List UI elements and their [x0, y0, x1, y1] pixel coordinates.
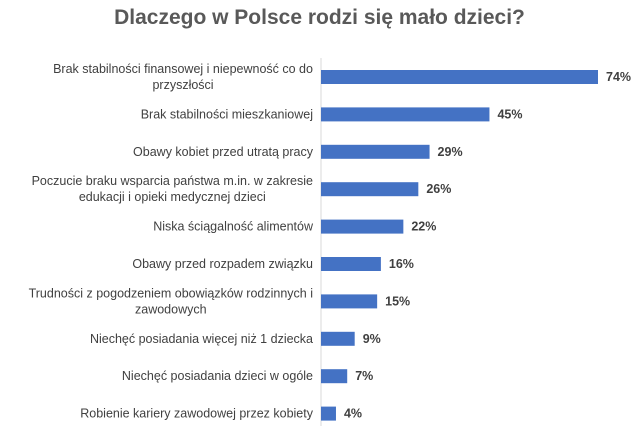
value-label-9: 4% [344, 407, 362, 421]
category-label-3-line-1: edukacji i opieki medycznej dzieci [79, 190, 266, 204]
value-label-8: 7% [355, 369, 373, 383]
category-label-9-line-0: Robienie kariery zawodowej przez kobiety [80, 407, 314, 421]
value-label-1: 45% [497, 107, 522, 121]
category-label-5: Obawy przed rozpadem związku [132, 257, 313, 271]
category-label-7: Niechęć posiadania więcej niż 1 dziecka [90, 332, 313, 346]
value-label-5: 16% [389, 257, 414, 271]
value-label-0: 74% [606, 70, 631, 84]
category-label-0: Brak stabilności finansowej i niepewność… [53, 62, 313, 92]
bar-4 [321, 219, 404, 234]
category-label-6: Trudności z pogodzeniem obowiązków rodzi… [29, 286, 313, 316]
value-label-2: 29% [438, 145, 463, 159]
category-label-8: Niechęć posiadania dzieci w ogóle [122, 369, 313, 383]
value-label-6: 15% [385, 294, 410, 308]
category-label-7-line-0: Niechęć posiadania więcej niż 1 dziecka [90, 332, 313, 346]
value-label-3: 26% [426, 182, 451, 196]
category-label-8-line-0: Niechęć posiadania dzieci w ogóle [122, 369, 313, 383]
bar-1 [321, 107, 490, 122]
category-label-4: Niska ściągalność alimentów [153, 220, 314, 234]
bar-9 [321, 406, 336, 421]
category-label-1-line-0: Brak stabilności mieszkaniowej [141, 107, 313, 121]
category-label-0-line-0: Brak stabilności finansowej i niepewność… [53, 62, 313, 76]
category-label-9: Robienie kariery zawodowej przez kobiety [80, 407, 314, 421]
bar-8 [321, 369, 348, 384]
category-label-6-line-0: Trudności z pogodzeniem obowiązków rodzi… [29, 286, 313, 300]
bar-2 [321, 144, 430, 159]
category-label-4-line-0: Niska ściągalność alimentów [153, 220, 314, 234]
category-label-0-line-1: przyszłości [152, 78, 213, 92]
bar-5 [321, 257, 381, 271]
category-label-3-line-0: Poczucie braku wsparcia państwa m.in. w … [32, 174, 313, 188]
bar-3 [321, 182, 419, 197]
bar-7 [321, 331, 355, 346]
chart-title: Dlaczego w Polsce rodzi się mało dzieci? [114, 6, 525, 29]
category-label-3: Poczucie braku wsparcia państwa m.in. w … [32, 174, 313, 204]
category-label-2-line-0: Obawy kobiet przed utratą pracy [133, 145, 314, 159]
value-label-4: 22% [411, 220, 436, 234]
category-label-6-line-1: zawodowych [135, 302, 207, 316]
category-label-2: Obawy kobiet przed utratą pracy [133, 145, 314, 159]
value-label-7: 9% [363, 332, 381, 346]
bar-6 [321, 294, 378, 309]
bar-0 [321, 70, 598, 84]
category-label-5-line-0: Obawy przed rozpadem związku [132, 257, 313, 271]
category-label-1: Brak stabilności mieszkaniowej [141, 107, 313, 121]
